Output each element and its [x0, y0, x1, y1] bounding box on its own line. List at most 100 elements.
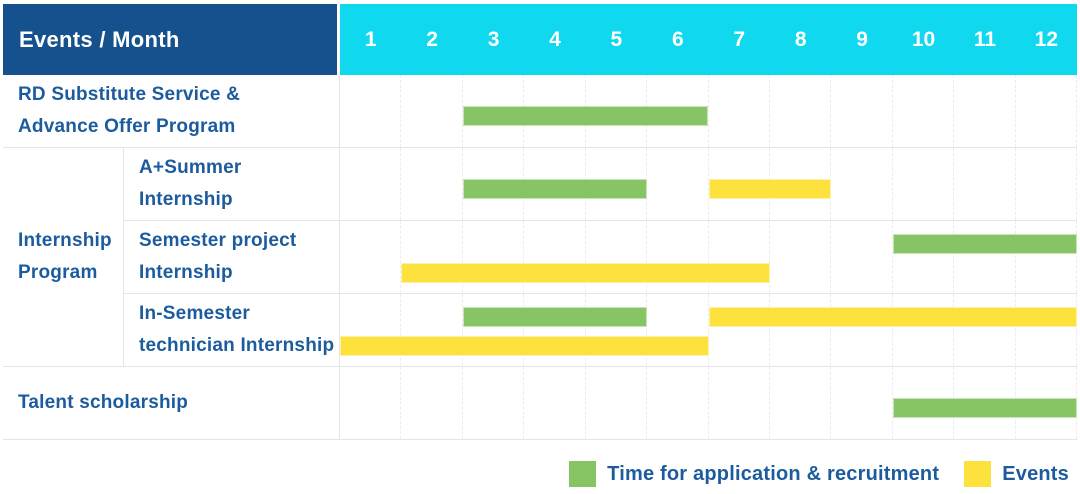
month-gridline [524, 294, 586, 366]
month-header-6: 6 [671, 27, 684, 51]
month-header-7: 7 [733, 27, 746, 51]
application-bar [462, 307, 648, 327]
row-in-semester-technician-internship: In-Semester technician Internship [124, 294, 1078, 367]
application-bar [892, 398, 1077, 418]
month-gridline [1016, 221, 1078, 293]
month-gridline [709, 367, 770, 439]
month-header-8: 8 [794, 27, 807, 51]
month-gridline [524, 367, 586, 439]
event-bar [708, 307, 1077, 327]
month-gridline [401, 75, 463, 147]
row-talent-scholarship: Talent scholarship [3, 367, 1078, 440]
events-month-header-cell: Events / Month [3, 4, 337, 75]
month-gridline [647, 221, 709, 293]
row-label-semester-project-internship: Semester project Internship [124, 221, 340, 293]
month-gridline [709, 294, 770, 366]
month-gridline [463, 221, 525, 293]
application-bar [462, 179, 648, 199]
month-gridline [893, 75, 955, 147]
month-gridline [586, 221, 648, 293]
application-bar [892, 234, 1077, 254]
row-label-talent-scholarship: Talent scholarship [3, 367, 340, 439]
month-header-1: 1 [364, 27, 377, 51]
row-label-a-plus-summer-internship: A+Summer Internship [124, 148, 340, 220]
month-gridline [709, 221, 770, 293]
month-gridline [340, 75, 402, 147]
month-gridline [340, 221, 402, 293]
events-month-label: Events / Month [19, 26, 180, 52]
internship-program-rows: A+Summer Internship Semester project Int… [124, 148, 1078, 367]
month-gridline [340, 294, 402, 366]
month-header-12: 12 [1034, 27, 1059, 51]
month-gridline [831, 221, 893, 293]
month-gridline [893, 148, 955, 220]
application-bar [462, 106, 709, 126]
legend-item-application: Time for application & recruitment [569, 461, 939, 487]
month-gridline [401, 367, 463, 439]
month-gridline [524, 221, 586, 293]
timeline-row-5 [340, 367, 1078, 439]
header-row: Events / Month 1 2 3 4 5 6 7 8 9 10 11 1… [3, 4, 1077, 75]
row-a-plus-summer-internship: A+Summer Internship [124, 148, 1078, 221]
group-label-internship-program: Internship Program [3, 148, 124, 367]
timeline-row-4 [340, 294, 1078, 366]
month-gridline [1016, 148, 1078, 220]
month-gridline [770, 75, 832, 147]
legend-label-events: Events [1002, 462, 1069, 485]
month-gridline [647, 367, 709, 439]
month-gridline [401, 148, 463, 220]
month-gridline [954, 221, 1016, 293]
month-gridline [463, 294, 525, 366]
month-gridline [463, 367, 525, 439]
month-header-10: 10 [911, 27, 936, 51]
month-header-4: 4 [549, 27, 561, 51]
month-gridline [647, 294, 709, 366]
timeline-row-3 [340, 221, 1078, 293]
month-gridline [831, 75, 893, 147]
month-header-3: 3 [487, 27, 500, 51]
month-header-11: 11 [973, 27, 997, 51]
row-label-rd-substitute-service: RD Substitute Service & Advance Offer Pr… [3, 75, 340, 147]
month-gridline [954, 294, 1016, 366]
month-gridline [770, 294, 832, 366]
month-gridline [340, 367, 402, 439]
legend-label-application: Time for application & recruitment [607, 462, 940, 485]
event-bar [340, 336, 709, 356]
month-gridline [893, 294, 955, 366]
month-gridline [954, 148, 1016, 220]
row-rd-substitute-service: RD Substitute Service & Advance Offer Pr… [3, 75, 1078, 148]
application-color-swatch [569, 461, 597, 487]
month-gridline [340, 148, 402, 220]
month-gridline [831, 148, 893, 220]
internship-program-group: Internship Program A+Summer Internship S… [3, 148, 1078, 367]
legend: Time for application & recruitment Event… [3, 461, 1077, 487]
month-gridline [647, 148, 709, 220]
month-gridline [401, 294, 463, 366]
month-gridline [893, 221, 955, 293]
row-semester-project-internship: Semester project Internship [124, 221, 1078, 294]
event-bar [708, 179, 832, 199]
event-color-swatch [964, 461, 992, 487]
month-gridline [586, 294, 648, 366]
month-gridline [1016, 294, 1078, 366]
chart-body: RD Substitute Service & Advance Offer Pr… [3, 75, 1078, 440]
month-gridline [401, 221, 463, 293]
timeline-row-2 [340, 148, 1078, 220]
row-label-in-semester-technician-internship: In-Semester technician Internship [124, 294, 340, 366]
month-gridline [1016, 75, 1078, 147]
month-header-band: 1 2 3 4 5 6 7 8 9 10 11 12 [340, 4, 1077, 75]
month-gridline [770, 221, 832, 293]
month-gridline [831, 294, 893, 366]
event-bar [401, 263, 770, 283]
month-gridline [709, 75, 770, 147]
legend-item-events: Events [964, 461, 1069, 487]
month-gridline [954, 75, 1016, 147]
month-header-9: 9 [856, 27, 868, 51]
month-gridline [770, 367, 832, 439]
timeline-row-1 [340, 75, 1078, 147]
month-header-5: 5 [610, 27, 623, 51]
month-header-2: 2 [426, 27, 438, 51]
month-gridline [586, 367, 648, 439]
month-gridline [831, 367, 893, 439]
